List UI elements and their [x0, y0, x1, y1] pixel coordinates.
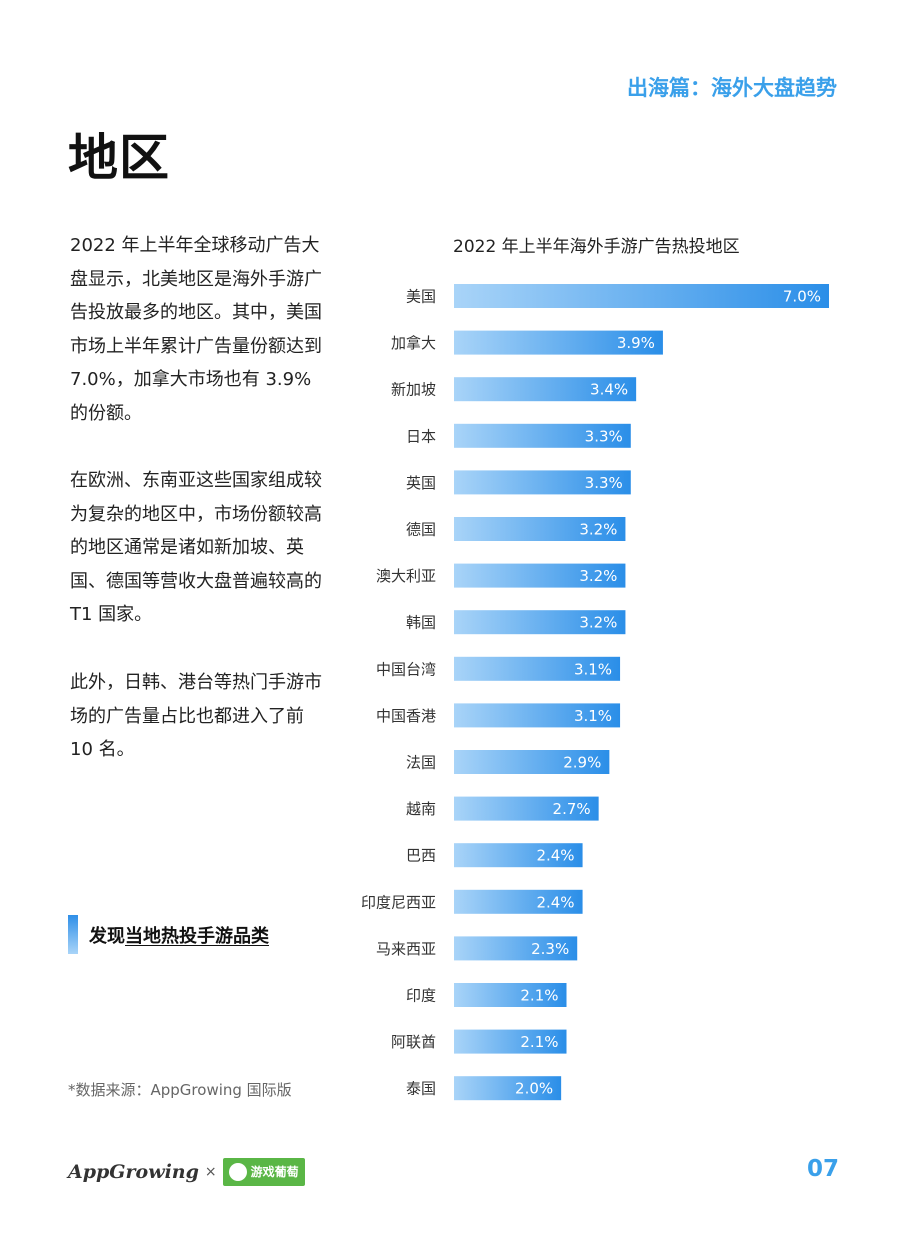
category-label: 印度 [406, 987, 436, 1005]
value-label: 3.2% [579, 521, 617, 539]
category-label: 阿联酋 [391, 1033, 436, 1051]
grape-icon [228, 1163, 247, 1181]
bar [454, 983, 567, 1007]
value-label: 3.2% [579, 567, 617, 585]
value-label: 2.3% [531, 940, 569, 958]
bar [454, 703, 621, 728]
category-label: 巴西 [406, 847, 436, 865]
value-label: 2.1% [520, 1033, 558, 1051]
source-note: *数据来源：AppGrowing 国际版 [68, 1081, 292, 1099]
paragraph-2: 在欧洲、东南亚这些国家组成较为复杂的地区中，市场份额较高的地区通常是诸如新加坡、… [70, 470, 322, 625]
page-title: 地区 [68, 129, 170, 187]
paragraph-1: 2022 年上半年全球移动广告大盘显示，北美地区是海外手游广告投放最多的地区。其… [70, 235, 322, 424]
category-label: 新加坡 [391, 381, 436, 399]
bar [454, 750, 610, 774]
bar [454, 889, 583, 914]
footer-logos: AppGrowing × 游戏葡萄 [68, 1157, 305, 1187]
value-label: 3.9% [617, 334, 655, 352]
category-label: 韩国 [406, 614, 436, 632]
category-label: 马来西亚 [376, 940, 436, 958]
youxiputao-logo: 游戏葡萄 [222, 1158, 305, 1186]
value-label: 2.4% [536, 893, 574, 911]
bar [454, 377, 637, 402]
bar [454, 1076, 562, 1101]
category-label: 印度尼西亚 [361, 893, 436, 911]
bar [454, 1029, 567, 1054]
bar [454, 656, 621, 681]
category-label: 英国 [406, 474, 436, 492]
category-label: 澳大利亚 [376, 567, 436, 585]
value-label: 7.0% [783, 288, 821, 306]
value-label: 2.4% [536, 847, 574, 865]
value-label: 3.1% [574, 707, 612, 725]
category-label: 日本 [406, 427, 436, 445]
page-number: 07 [806, 1156, 839, 1182]
bar-chart: 美国 7.0% 加拿大 3.9% 新加坡 3.4% 日本 3.3% 英国 3.3% 德国 3.2% 澳大… [361, 284, 829, 1101]
value-label: 3.1% [574, 660, 612, 678]
chart-title: 2022 年上半年海外手游广告热投地区 [453, 237, 740, 257]
link-text[interactable]: 发现当地热投手游品类 [89, 922, 269, 948]
paragraph-3: 此外，日韩、港台等热门手游市场的广告量占比也都进入了前 10 名。 [70, 672, 322, 760]
value-label: 2.7% [553, 800, 591, 818]
bar [454, 330, 663, 355]
appgrowing-logo: AppGrowing [68, 1161, 199, 1183]
category-label: 德国 [406, 521, 436, 539]
youxiputao-logo-text: 游戏葡萄 [250, 1165, 299, 1179]
bar [454, 936, 578, 961]
bar [454, 796, 599, 821]
bar [454, 423, 631, 448]
link-accent-bar [68, 915, 78, 954]
value-label: 3.2% [579, 614, 617, 632]
link-underlined-text[interactable]: 当地热投手游品类 [125, 926, 269, 947]
category-label: 越南 [406, 800, 436, 818]
bar [454, 517, 626, 541]
category-label: 中国香港 [376, 707, 436, 725]
link-prefix: 发现 [89, 926, 125, 947]
value-label: 2.9% [563, 754, 601, 772]
category-label: 法国 [406, 754, 436, 772]
category-label: 美国 [406, 288, 436, 306]
bar [454, 610, 626, 635]
discover-genres-link[interactable]: 发现当地热投手游品类 [68, 915, 338, 954]
times-symbol: × [204, 1164, 217, 1180]
bar [454, 843, 583, 868]
bar [454, 563, 626, 588]
value-label: 2.1% [520, 987, 558, 1005]
category-label: 加拿大 [391, 334, 436, 352]
value-label: 2.0% [515, 1080, 553, 1098]
bar [454, 284, 829, 308]
value-label: 3.4% [590, 381, 628, 399]
category-label: 泰国 [406, 1080, 436, 1098]
category-label: 中国台湾 [376, 660, 436, 678]
value-label: 3.3% [585, 427, 623, 445]
value-label: 3.3% [585, 474, 623, 492]
bar [454, 470, 631, 495]
section-tag: 出海篇：海外大盘趋势 [627, 76, 837, 100]
